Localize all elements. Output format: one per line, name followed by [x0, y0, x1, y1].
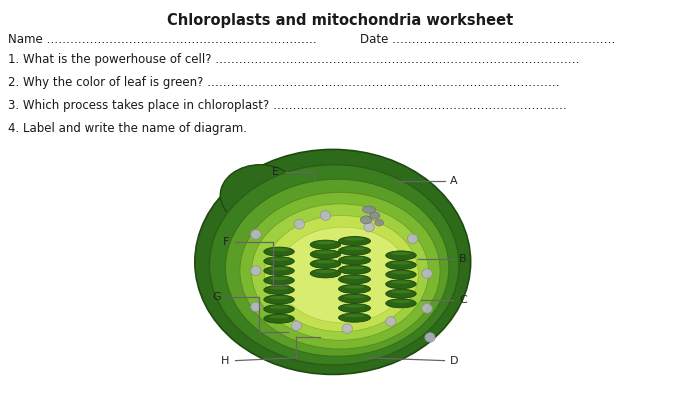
Ellipse shape [339, 313, 371, 322]
Ellipse shape [386, 280, 416, 289]
Ellipse shape [264, 304, 294, 314]
Ellipse shape [316, 251, 335, 254]
Ellipse shape [339, 275, 371, 284]
Text: E: E [272, 167, 279, 177]
Ellipse shape [391, 290, 411, 293]
Ellipse shape [422, 304, 432, 313]
Ellipse shape [264, 285, 294, 295]
Ellipse shape [339, 294, 371, 303]
Ellipse shape [386, 251, 416, 260]
Ellipse shape [310, 259, 341, 268]
Ellipse shape [344, 238, 365, 241]
Ellipse shape [375, 219, 384, 226]
Ellipse shape [310, 269, 341, 278]
Ellipse shape [344, 276, 365, 279]
Ellipse shape [269, 306, 289, 309]
Ellipse shape [344, 257, 365, 260]
Ellipse shape [425, 333, 435, 342]
Ellipse shape [310, 240, 341, 249]
Ellipse shape [386, 289, 416, 298]
Ellipse shape [370, 212, 380, 219]
Ellipse shape [251, 266, 261, 275]
Text: 2. Why the color of leaf is green? ………………………………………………………………………………: 2. Why the color of leaf is green? ……………… [8, 76, 560, 89]
Ellipse shape [264, 257, 294, 266]
Ellipse shape [265, 215, 418, 332]
Ellipse shape [240, 192, 440, 349]
Ellipse shape [264, 276, 294, 285]
Ellipse shape [264, 314, 294, 323]
Ellipse shape [264, 295, 294, 304]
Ellipse shape [220, 165, 300, 226]
Ellipse shape [269, 296, 289, 299]
Ellipse shape [316, 270, 335, 273]
Ellipse shape [364, 222, 374, 232]
Ellipse shape [252, 204, 428, 340]
Ellipse shape [264, 266, 294, 275]
Ellipse shape [251, 302, 261, 312]
Text: F: F [223, 236, 230, 247]
Ellipse shape [209, 165, 459, 365]
Text: Date …………………………………………………: Date ………………………………………………… [360, 33, 615, 46]
Ellipse shape [344, 266, 365, 269]
Ellipse shape [251, 230, 261, 239]
Ellipse shape [269, 248, 289, 251]
Ellipse shape [344, 314, 365, 317]
Text: G: G [212, 292, 221, 302]
Ellipse shape [269, 267, 289, 270]
Ellipse shape [277, 227, 408, 323]
Ellipse shape [360, 216, 372, 224]
Text: C: C [459, 295, 466, 305]
Text: 4. Label and write the name of diagram.: 4. Label and write the name of diagram. [8, 122, 247, 135]
Text: B: B [459, 254, 466, 264]
Text: D: D [450, 356, 459, 366]
Text: A: A [450, 176, 458, 185]
Ellipse shape [344, 304, 365, 308]
Ellipse shape [339, 285, 371, 293]
Ellipse shape [264, 247, 294, 256]
Ellipse shape [386, 260, 416, 269]
Ellipse shape [386, 270, 416, 279]
Ellipse shape [391, 271, 411, 274]
Ellipse shape [269, 258, 289, 261]
Ellipse shape [339, 304, 371, 312]
Ellipse shape [344, 247, 365, 250]
Ellipse shape [269, 315, 289, 318]
Ellipse shape [320, 211, 330, 220]
Ellipse shape [344, 295, 365, 298]
Ellipse shape [339, 236, 371, 246]
Ellipse shape [391, 252, 411, 255]
Ellipse shape [225, 179, 449, 356]
Ellipse shape [342, 324, 352, 334]
Ellipse shape [294, 219, 305, 229]
Ellipse shape [291, 321, 302, 331]
Ellipse shape [339, 265, 371, 274]
Ellipse shape [362, 206, 375, 213]
Ellipse shape [344, 285, 365, 289]
Ellipse shape [386, 317, 396, 326]
Text: 3. Which process takes place in chloroplast? …………………………………………………………………: 3. Which process takes place in chloropl… [8, 99, 566, 112]
Ellipse shape [391, 281, 411, 284]
Ellipse shape [386, 299, 416, 308]
Text: 1. What is the powerhouse of cell? …………………………………………………………………………………: 1. What is the powerhouse of cell? ……………… [8, 53, 579, 66]
Ellipse shape [316, 241, 335, 244]
Ellipse shape [339, 256, 371, 265]
Ellipse shape [407, 234, 418, 244]
Ellipse shape [339, 246, 371, 255]
Ellipse shape [422, 269, 432, 278]
Ellipse shape [310, 250, 341, 259]
Text: Name ……………………………………………………………: Name …………………………………………………………… [8, 33, 317, 46]
Ellipse shape [195, 149, 471, 375]
Text: H: H [221, 356, 230, 366]
Ellipse shape [269, 287, 289, 289]
Ellipse shape [391, 261, 411, 265]
Ellipse shape [316, 260, 335, 263]
Ellipse shape [269, 277, 289, 280]
Text: Chloroplasts and mitochondria worksheet: Chloroplasts and mitochondria worksheet [167, 13, 513, 28]
Ellipse shape [391, 300, 411, 303]
